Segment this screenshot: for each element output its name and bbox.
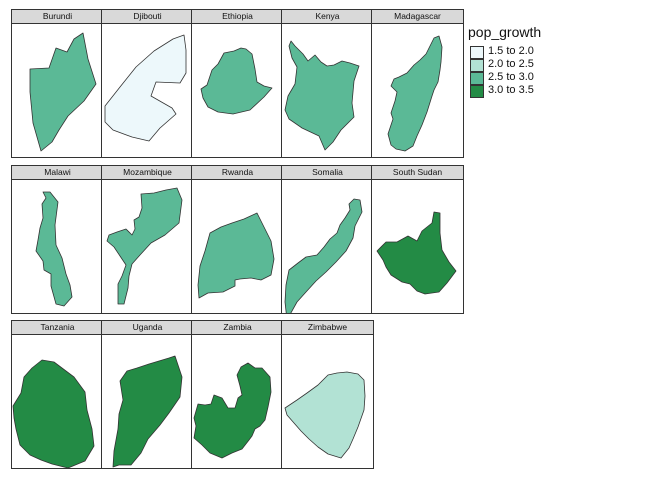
facet-frame-rwanda (191, 179, 284, 314)
facet-label-madagascar: Madagascar (371, 9, 464, 24)
legend-title: pop_growth (468, 24, 542, 40)
legend-label: 3.0 to 3.5 (488, 84, 534, 96)
tanzania-shape (12, 359, 95, 468)
country-map-mozambique (106, 187, 183, 305)
zimbabwe-shape (284, 371, 366, 459)
country-map-ethiopia (200, 47, 273, 115)
facet-label-rwanda: Rwanda (191, 165, 284, 180)
ethiopia-shape (200, 47, 273, 115)
zambia-shape (193, 362, 272, 459)
burundi-shape (29, 32, 97, 152)
country-map-kenya (284, 40, 360, 151)
facet-panel-tanzania: Tanzania (11, 320, 104, 469)
country-map-djibouti (104, 34, 187, 142)
facet-label-kenya: Kenya (281, 9, 374, 24)
mozambique-shape (106, 187, 183, 305)
facet-label-zimbabwe: Zimbabwe (281, 320, 374, 335)
facet-frame-uganda (101, 334, 194, 469)
facet-frame-burundi (11, 23, 104, 158)
legend-label: 2.0 to 2.5 (488, 58, 534, 70)
facet-label-south-sudan: South Sudan (371, 165, 464, 180)
legend-label: 2.5 to 3.0 (488, 71, 534, 83)
facet-frame-somalia (281, 179, 374, 314)
facet-panel-madagascar: Madagascar (371, 9, 464, 158)
facet-panel-kenya: Kenya (281, 9, 374, 158)
facet-label-malawi: Malawi (11, 165, 104, 180)
legend-swatch (470, 85, 484, 98)
djibouti-shape (104, 34, 187, 142)
country-map-zambia (193, 362, 272, 459)
facet-panel-uganda: Uganda (101, 320, 194, 469)
facet-panel-zambia: Zambia (191, 320, 284, 469)
facet-label-zambia: Zambia (191, 320, 284, 335)
legend-swatch (470, 46, 484, 59)
facet-frame-kenya (281, 23, 374, 158)
facet-panel-burundi: Burundi (11, 9, 104, 158)
country-map-malawi (35, 191, 73, 307)
facet-frame-mozambique (101, 179, 194, 314)
south-sudan-shape (376, 211, 457, 295)
facet-frame-djibouti (101, 23, 194, 158)
rwanda-shape (197, 212, 275, 299)
facet-frame-malawi (11, 179, 104, 314)
country-map-burundi (29, 32, 97, 152)
facet-label-burundi: Burundi (11, 9, 104, 24)
kenya-shape (284, 40, 360, 151)
facet-frame-ethiopia (191, 23, 284, 158)
legend-swatch (470, 59, 484, 72)
facet-panel-south-sudan: South Sudan (371, 165, 464, 314)
country-map-south-sudan (376, 211, 457, 295)
facet-frame-madagascar (371, 23, 464, 158)
legend: pop_growth 1.5 to 2.0 2.0 to 2.5 2.5 to 3.… (466, 24, 586, 114)
facet-frame-south-sudan (371, 179, 464, 314)
country-map-rwanda (197, 212, 275, 299)
facet-panel-malawi: Malawi (11, 165, 104, 314)
facet-panel-mozambique: Mozambique (101, 165, 194, 314)
malawi-shape (35, 191, 73, 307)
legend-swatch (470, 72, 484, 85)
facet-frame-tanzania (11, 334, 104, 469)
facet-label-ethiopia: Ethiopia (191, 9, 284, 24)
legend-item: 2.0 to 2.5 (470, 58, 580, 72)
facet-panel-zimbabwe: Zimbabwe (281, 320, 374, 469)
country-map-tanzania (12, 359, 95, 468)
facet-frame-zimbabwe (281, 334, 374, 469)
country-map-madagascar (387, 35, 443, 152)
facet-panel-ethiopia: Ethiopia (191, 9, 284, 158)
country-map-zimbabwe (284, 371, 366, 459)
country-map-uganda (112, 355, 183, 468)
facet-label-uganda: Uganda (101, 320, 194, 335)
facet-panel-rwanda: Rwanda (191, 165, 284, 314)
facet-label-mozambique: Mozambique (101, 165, 194, 180)
facet-label-djibouti: Djibouti (101, 9, 194, 24)
facet-frame-zambia (191, 334, 284, 469)
legend-item: 3.0 to 3.5 (470, 84, 580, 98)
country-map-somalia (284, 198, 363, 313)
legend-item: 1.5 to 2.0 (470, 45, 580, 59)
legend-label: 1.5 to 2.0 (488, 45, 534, 57)
uganda-shape (112, 355, 183, 468)
somalia-shape (284, 198, 363, 313)
legend-item: 2.5 to 3.0 (470, 71, 580, 85)
facet-panel-somalia: Somalia (281, 165, 374, 314)
madagascar-shape (387, 35, 443, 152)
facet-label-somalia: Somalia (281, 165, 374, 180)
facet-label-tanzania: Tanzania (11, 320, 104, 335)
facet-panel-djibouti: Djibouti (101, 9, 194, 158)
